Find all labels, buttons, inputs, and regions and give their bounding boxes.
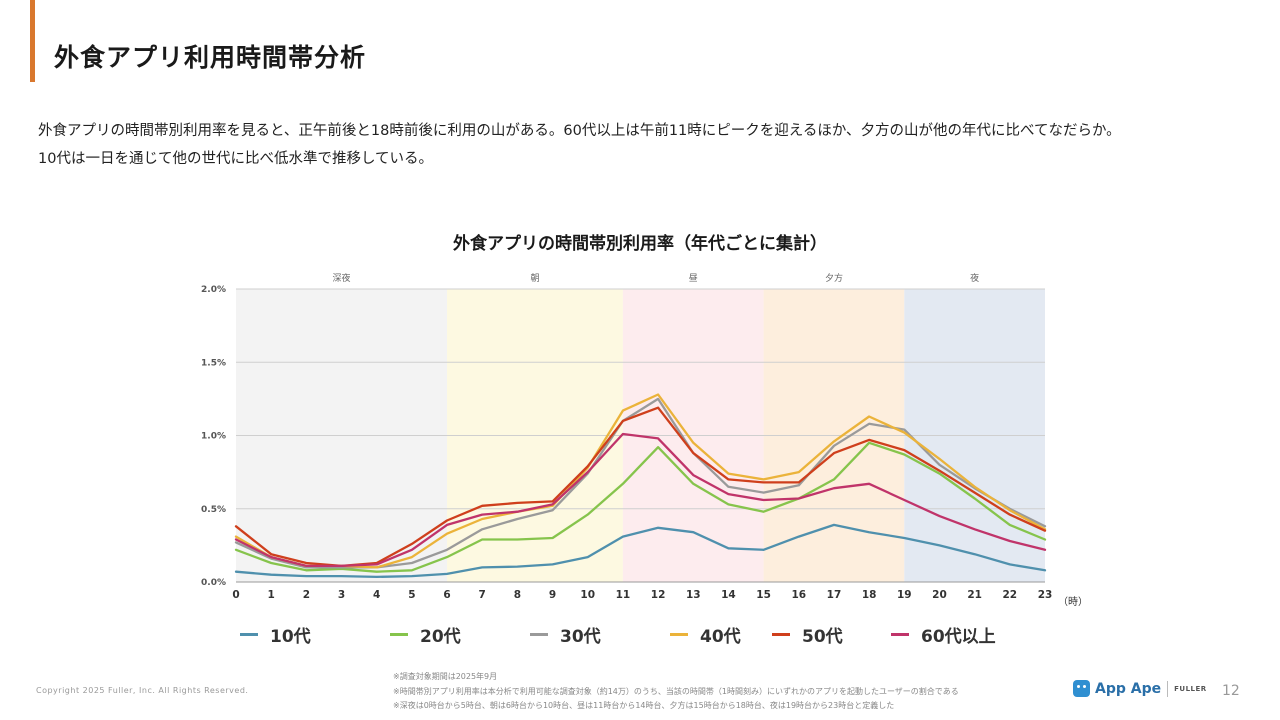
band-label-0: 深夜 [333, 272, 351, 284]
legend-swatch [390, 633, 408, 636]
legend-label: 30代 [560, 627, 601, 647]
legend-item: 60代以上 [891, 622, 996, 647]
legend-item: 30代 [530, 622, 601, 647]
x-tick-label-14: 14 [721, 589, 736, 601]
lead-line-1: 外食アプリの時間帯別利用率を見ると、正午前後と18時前後に利用の山がある。60代… [38, 123, 1121, 139]
copyright: Copyright 2025 Fuller, Inc. All Rights R… [36, 686, 249, 695]
legend-label: 10代 [270, 627, 311, 647]
brand-name: App Ape [1095, 680, 1162, 697]
y-tick-label-4: 2.0% [201, 285, 226, 295]
legend-label: 40代 [700, 627, 741, 647]
legend-item: 50代 [772, 622, 843, 647]
lead-text: 外食アプリの時間帯別利用率を見ると、正午前後と18時前後に利用の山がある。60代… [38, 117, 1248, 173]
x-tick-label-9: 9 [549, 589, 556, 601]
x-tick-label-19: 19 [897, 589, 912, 601]
x-tick-label-3: 3 [338, 589, 345, 601]
band-label-4: 夜 [970, 272, 979, 284]
y-tick-label-3: 1.5% [201, 358, 226, 368]
series-line-4 [234, 406, 1047, 568]
brand-logo: App Ape FULLER [1073, 680, 1207, 697]
x-tick-label-17: 17 [827, 589, 842, 601]
footnotes: ※調査対象期間は2025年9月 ※時間帯別アプリ利用率は本分析で利用可能な調査対… [393, 670, 959, 714]
x-tick-label-0: 0 [232, 589, 239, 601]
series-line-1 [234, 441, 1047, 573]
legend-swatch [240, 633, 258, 636]
x-tick-label-23: 23 [1038, 589, 1053, 601]
x-unit-label: （時） [1058, 596, 1088, 608]
app-ape-icon [1073, 680, 1090, 697]
x-tick-label-21: 21 [967, 589, 982, 601]
band-label-1: 朝 [530, 273, 539, 284]
x-tick-label-6: 6 [443, 589, 450, 601]
legend-swatch [772, 633, 790, 636]
x-tick-label-10: 10 [580, 589, 595, 601]
page-title: 外食アプリ利用時間帯分析 [54, 43, 367, 72]
y-tick-label-0: 0.0% [201, 578, 226, 588]
footnote-1: ※調査対象期間は2025年9月 [393, 672, 498, 681]
x-tick-label-22: 22 [1003, 589, 1018, 601]
x-tick-label-4: 4 [373, 589, 380, 601]
x-tick-label-13: 13 [686, 589, 701, 601]
x-tick-label-16: 16 [791, 589, 806, 601]
series-line-0 [234, 523, 1047, 579]
page-number: 12 [1222, 683, 1240, 699]
chart-title: 外食アプリの時間帯別利用率（年代ごとに集計） [453, 234, 827, 254]
footnote-3: ※深夜は0時台から5時台、朝は6時台から10時台、昼は11時台から14時台、夕方… [393, 701, 895, 710]
y-tick-label-2: 1.0% [201, 432, 226, 442]
x-tick-label-12: 12 [651, 589, 666, 601]
x-tick-label-1: 1 [268, 589, 275, 601]
lead-line-2: 10代は一日を通じて他の世代に比べ低水準で推移している。 [38, 151, 434, 167]
legend-label: 60代以上 [921, 627, 996, 647]
legend-item: 10代 [240, 622, 311, 647]
legend-swatch [891, 633, 909, 636]
footnote-2: ※時間帯別アプリ利用率は本分析で利用可能な調査対象（約14万）のうち、当該の時間… [393, 686, 959, 696]
x-tick-label-7: 7 [479, 589, 486, 601]
legend-item: 20代 [390, 622, 461, 647]
x-tick-label-11: 11 [616, 589, 631, 601]
x-tick-label-2: 2 [303, 589, 310, 601]
x-tick-label-18: 18 [862, 589, 877, 601]
legend-label: 20代 [420, 627, 461, 647]
y-tick-label-1: 0.5% [201, 505, 226, 515]
chart-legend: 10代 20代 30代 40代 50代 60代以上 [240, 622, 1060, 648]
title-accent-bar [30, 0, 35, 82]
legend-label: 50代 [802, 627, 843, 647]
x-tick-label-20: 20 [932, 589, 947, 601]
x-tick-label-15: 15 [756, 589, 771, 601]
brand-divider [1167, 680, 1169, 697]
legend-swatch [530, 633, 548, 636]
legend-swatch [670, 633, 688, 636]
legend-item: 40代 [670, 622, 741, 647]
band-label-2: 昼 [689, 273, 698, 284]
x-tick-label-8: 8 [514, 589, 521, 601]
brand-sub: FULLER [1174, 684, 1207, 693]
series-line-3 [234, 393, 1047, 569]
band-label-3: 夕方 [825, 272, 843, 284]
x-tick-label-5: 5 [408, 589, 415, 601]
series-line-5 [234, 432, 1047, 568]
